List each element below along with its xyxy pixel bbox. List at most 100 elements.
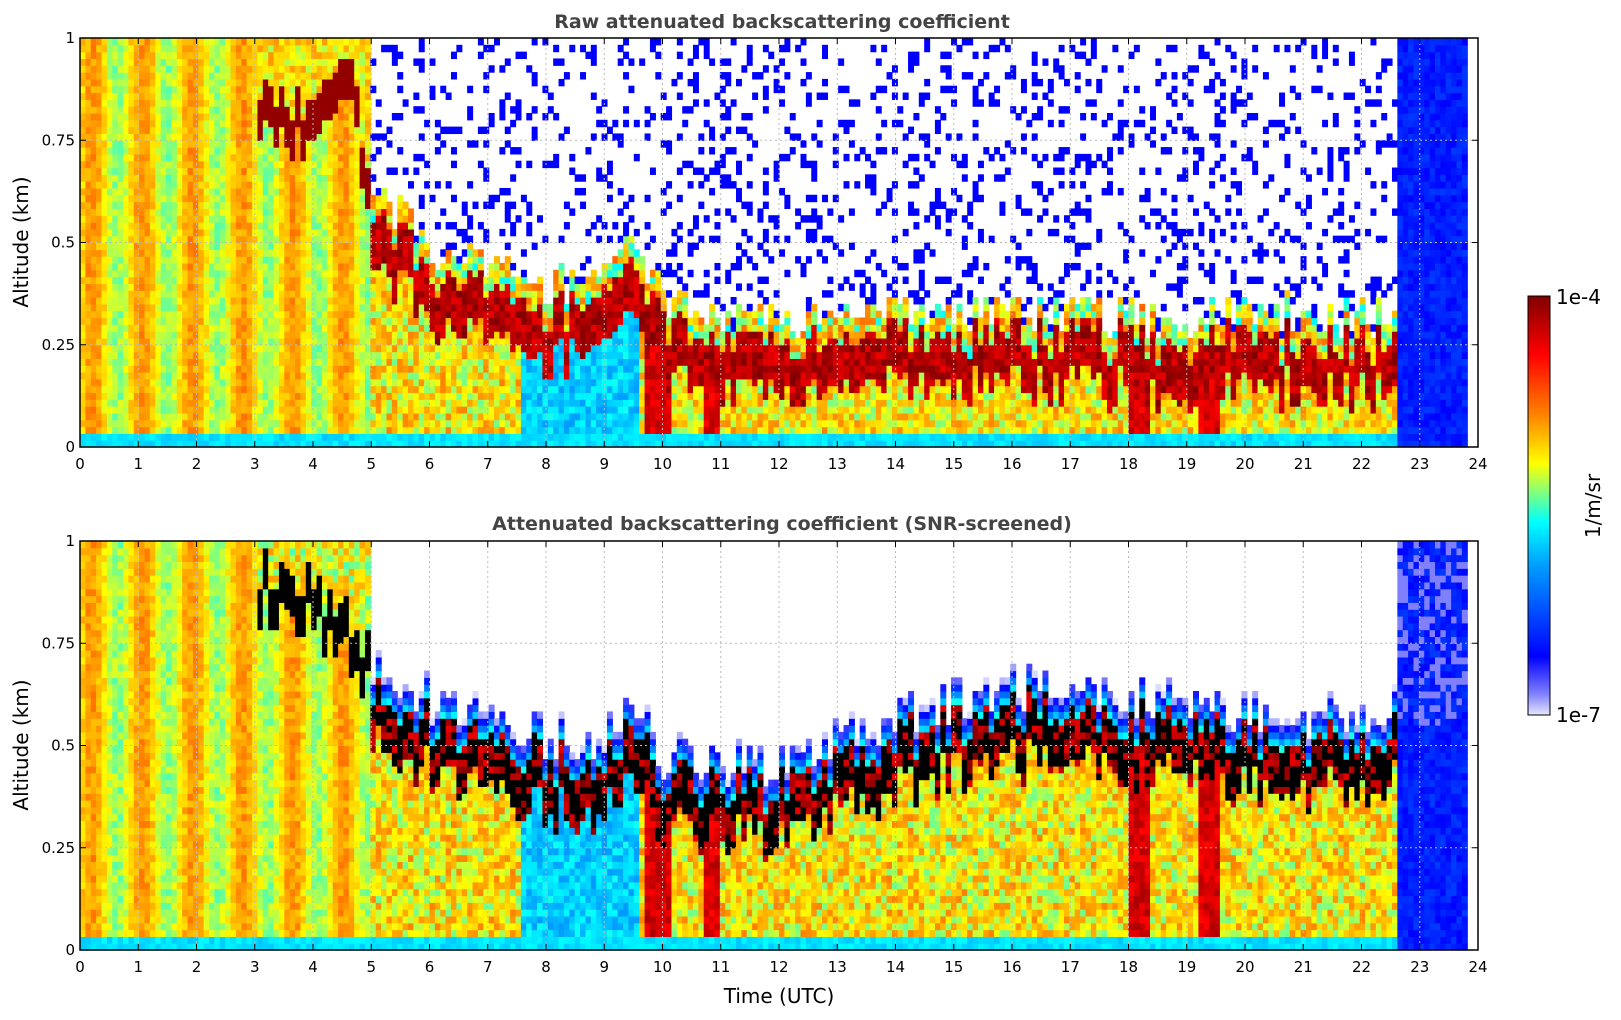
heatmap-cell — [633, 412, 640, 421]
heatmap-cell — [338, 440, 345, 448]
heatmap-cell — [235, 65, 242, 73]
heatmap-cell — [123, 262, 129, 271]
heatmap-cell — [133, 235, 140, 244]
heatmap-cell — [348, 337, 355, 346]
heatmap-cell — [553, 433, 560, 441]
heatmap-cell — [262, 58, 269, 66]
heatmap-cell — [316, 85, 323, 94]
heatmap-cell — [434, 133, 441, 141]
heatmap-cell — [123, 65, 129, 73]
heatmap-cell — [321, 228, 328, 237]
heatmap-cell — [284, 392, 291, 400]
heatmap-cell — [85, 85, 92, 94]
heatmap-cell — [214, 85, 221, 94]
heatmap-cell — [241, 201, 248, 210]
heatmap-cell — [434, 372, 441, 380]
heatmap-cell — [348, 262, 355, 271]
heatmap-cell — [257, 51, 264, 60]
heatmap-cell — [203, 426, 210, 434]
heatmap-cell — [300, 426, 307, 434]
heatmap-cell — [558, 317, 565, 325]
heatmap-cell — [112, 337, 119, 346]
heatmap-cell — [198, 337, 205, 346]
heatmap-cell — [128, 65, 135, 73]
heatmap-cell — [171, 222, 178, 230]
heatmap-cell — [321, 215, 328, 223]
heatmap-cell — [467, 331, 474, 339]
heatmap-cell — [338, 160, 345, 169]
heatmap-cell — [332, 78, 339, 87]
heatmap-cell — [359, 44, 366, 53]
heatmap-cell — [209, 92, 216, 100]
heatmap-cell — [149, 406, 156, 414]
heatmap-cell — [198, 385, 205, 394]
heatmap-cell — [85, 228, 92, 237]
heatmap-cell — [628, 385, 635, 394]
heatmap-cell — [348, 167, 355, 175]
heatmap-cell — [85, 215, 92, 223]
heatmap-cell — [278, 365, 285, 373]
heatmap-cell — [343, 303, 350, 312]
heatmap-cell — [348, 358, 355, 366]
heatmap-cell — [510, 276, 517, 284]
heatmap-cell — [176, 85, 183, 94]
heatmap-cell — [359, 419, 366, 428]
heatmap-cell — [311, 92, 318, 100]
heatmap-cell — [123, 194, 129, 203]
heatmap-cell — [488, 337, 495, 346]
heatmap-cell — [295, 106, 302, 114]
heatmap-cell — [235, 406, 242, 414]
heatmap-cell — [359, 235, 366, 244]
heatmap-cell — [364, 106, 371, 114]
heatmap-cell — [139, 440, 146, 448]
heatmap-cell — [590, 44, 597, 53]
heatmap-cell — [451, 269, 457, 278]
heatmap-cell — [542, 235, 549, 244]
heatmap-cell — [273, 331, 280, 339]
heatmap-cell — [639, 303, 646, 312]
heatmap-cell — [488, 365, 495, 373]
heatmap-cell — [133, 392, 140, 400]
heatmap-cell — [257, 358, 264, 366]
heatmap-cell — [526, 222, 533, 230]
heatmap-cell — [182, 378, 189, 387]
heatmap-cell — [278, 242, 285, 250]
heatmap-cell — [192, 153, 199, 162]
heatmap-cell — [407, 344, 414, 353]
heatmap-cell — [80, 44, 86, 53]
heatmap-cell — [225, 201, 232, 210]
heatmap-cell — [160, 392, 167, 400]
heatmap-cell — [644, 242, 651, 250]
heatmap-cell — [144, 324, 151, 332]
heatmap-cell — [101, 147, 108, 155]
heatmap-cell — [289, 99, 296, 107]
heatmap-cell — [85, 372, 92, 380]
heatmap-cell — [348, 378, 355, 387]
heatmap-cell — [166, 303, 173, 312]
heatmap-cell — [364, 85, 371, 94]
heatmap-cell — [370, 85, 377, 94]
heatmap-cell — [117, 399, 124, 407]
heatmap-cell — [160, 215, 167, 223]
heatmap-cell — [381, 378, 388, 387]
heatmap-cell — [241, 208, 248, 216]
heatmap-cell — [176, 351, 183, 359]
heatmap-cell — [343, 181, 350, 189]
heatmap-cell — [467, 106, 474, 114]
heatmap-cell — [623, 317, 630, 325]
heatmap-cell — [225, 187, 232, 196]
heatmap-cell — [96, 262, 103, 271]
heatmap-cell — [461, 426, 468, 434]
heatmap-cell — [225, 174, 232, 182]
heatmap-cell — [418, 331, 425, 339]
heatmap-cell — [494, 256, 500, 264]
heatmap-cell — [268, 406, 275, 414]
heatmap-cell — [649, 365, 656, 373]
heatmap-cell — [203, 126, 210, 135]
heatmap-cell — [106, 99, 113, 107]
heatmap-cell — [424, 276, 431, 284]
heatmap-cell — [649, 406, 656, 414]
heatmap-cell — [278, 38, 285, 46]
heatmap-cell — [198, 262, 205, 271]
heatmap-cell — [155, 242, 162, 250]
